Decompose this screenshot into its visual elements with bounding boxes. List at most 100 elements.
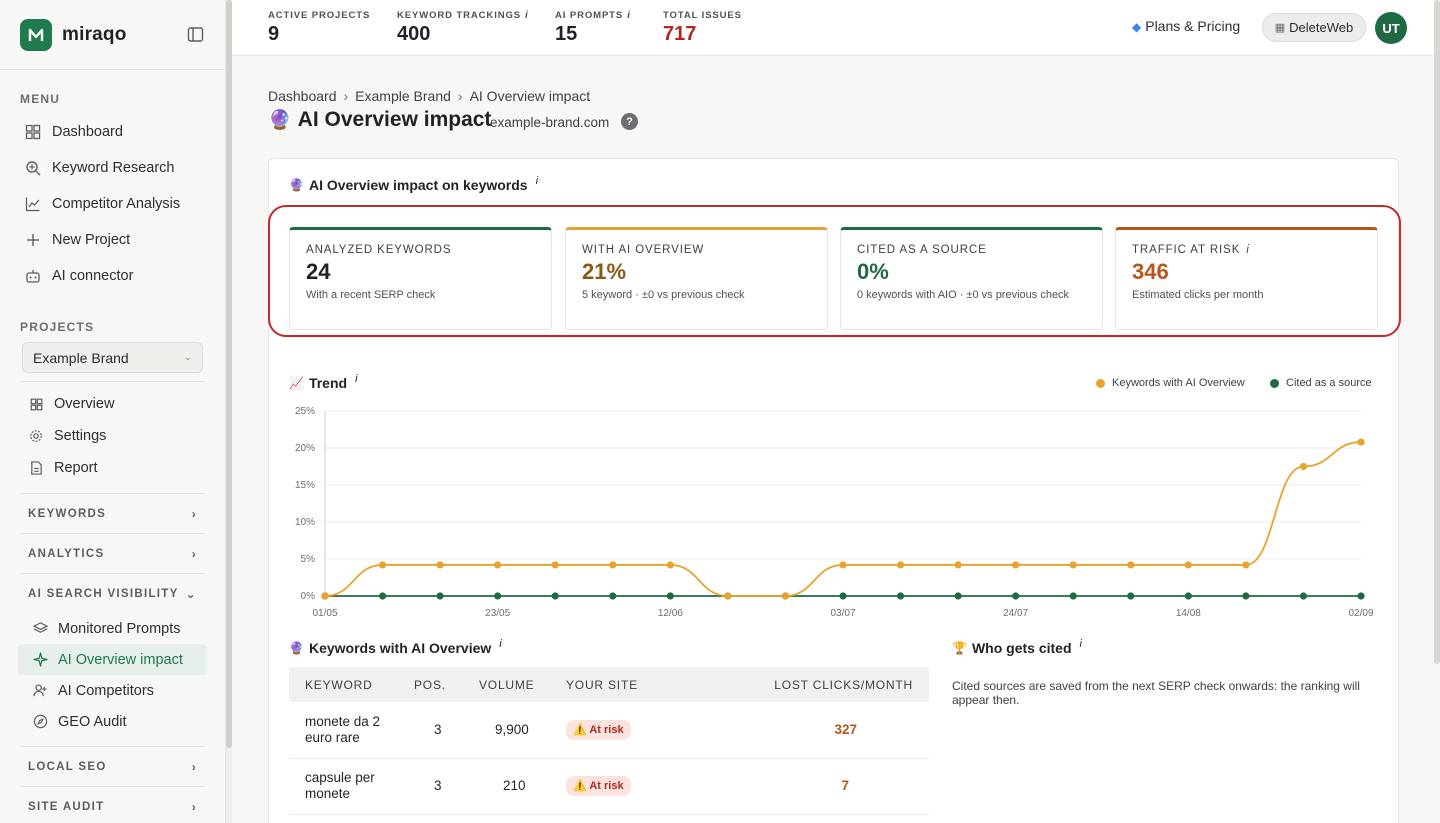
data-point: [896, 561, 905, 569]
group-label: KEYWORDS: [28, 507, 107, 520]
data-point: [781, 592, 790, 600]
nav-report[interactable]: Report: [0, 452, 225, 484]
trend-title: 📈 Trend i: [289, 373, 358, 391]
nav-new-project[interactable]: New Project: [0, 222, 225, 258]
info-icon[interactable]: i: [627, 10, 631, 21]
data-point: [378, 592, 387, 600]
data-point: [1069, 561, 1077, 569]
trend-chart: 0% 5% 10% 15% 20% 25% 01/05 23/05 12/06 03/07 24/0…: [295, 406, 1374, 619]
data-point: [436, 592, 444, 600]
page-scrollbar-thumb[interactable]: [1434, 0, 1440, 664]
scrollbar-thumb[interactable]: [226, 0, 232, 748]
column-header[interactable]: POS.: [414, 667, 479, 702]
column-header[interactable]: YOUR SITE: [566, 667, 716, 702]
column-header[interactable]: LOST CLICKS/MONTH: [716, 667, 929, 702]
sidebar-scrollbar[interactable]: [226, 0, 232, 823]
group-local-seo[interactable]: LOCAL SEO ›: [20, 746, 205, 786]
nav-keyword-research[interactable]: Keyword Research: [0, 150, 225, 186]
info-icon[interactable]: i: [499, 638, 502, 650]
data-point: [839, 561, 847, 569]
help-icon[interactable]: ?: [621, 113, 638, 130]
y-tick-label: 25%: [295, 406, 315, 417]
kpi-value: 0%: [857, 259, 889, 284]
nav-overview[interactable]: Overview: [0, 388, 225, 420]
volume-cell: 9,900: [479, 702, 566, 759]
kpi-value: 346: [1132, 259, 1169, 284]
keyword-cell: capsule per monete: [289, 758, 414, 815]
data-point: [954, 592, 962, 600]
group-ai-search-visibility[interactable]: AI SEARCH VISIBILITY ⌄: [20, 573, 205, 613]
info-icon[interactable]: i: [535, 175, 539, 187]
nav-label: AI Competitors: [58, 682, 154, 699]
nav-label: AI Overview impact: [58, 651, 183, 668]
grid-icon: [24, 123, 42, 141]
column-header[interactable]: KEYWORD: [289, 667, 414, 702]
nav-ai-overview-impact[interactable]: AI Overview impact: [18, 644, 207, 675]
kpi-subtext: 5 keyword · ±0 vs previous check: [582, 289, 745, 301]
group-keywords[interactable]: KEYWORDS ›: [20, 493, 205, 533]
nav-monitored-prompts[interactable]: Monitored Prompts: [0, 613, 225, 644]
data-point: [724, 592, 732, 600]
nav-dashboard[interactable]: Dashboard: [0, 114, 225, 150]
info-icon[interactable]: i: [1246, 244, 1250, 256]
data-point: [896, 592, 905, 600]
nav-label: New Project: [52, 232, 131, 248]
plans-pricing-link[interactable]: ◆ Plans & Pricing: [1132, 18, 1240, 34]
sidebar-toggle-icon[interactable]: [185, 25, 205, 45]
data-point: [609, 592, 617, 600]
table-row[interactable]: capsule per monete 3 210 ⚠️ At risk 7: [289, 758, 929, 815]
trophy-icon: 🏆: [952, 641, 967, 655]
nav-label: Settings: [54, 428, 107, 444]
page-title: 🔮 AI Overview impact: [268, 108, 491, 132]
kpi-highlight-outline: [268, 205, 1401, 337]
group-analytics[interactable]: ANALYTICS ›: [20, 533, 205, 573]
legend-item-ai-overview[interactable]: Keywords with AI Overview: [1096, 377, 1245, 389]
data-point: [609, 561, 617, 569]
info-icon[interactable]: i: [1079, 638, 1082, 650]
kpi-label: WITH AI OVERVIEW: [582, 244, 705, 256]
chevron-right-icon: ›: [191, 799, 197, 814]
y-tick-label: 15%: [295, 480, 315, 491]
kpi-label: TRAFFIC AT RISK i: [1132, 244, 1250, 256]
breadcrumb-separator: ›: [343, 88, 349, 104]
data-point: [494, 592, 502, 600]
breadcrumb-current: AI Overview impact: [469, 88, 591, 104]
impact-title: 🔮 AI Overview impact on keywords i: [289, 175, 539, 193]
nav-ai-connector[interactable]: AI connector: [0, 258, 225, 294]
nav-label: Report: [54, 460, 98, 476]
stat-value: 9: [268, 23, 280, 45]
info-icon[interactable]: i: [355, 373, 358, 385]
nav-ai-competitors[interactable]: AI Competitors: [0, 675, 225, 706]
data-point: [1299, 592, 1308, 600]
nav-competitor-analysis[interactable]: Competitor Analysis: [0, 186, 225, 222]
data-point: [1012, 561, 1020, 569]
info-icon[interactable]: i: [525, 10, 529, 21]
kpi-value: 24: [306, 259, 331, 284]
group-label: ANALYTICS: [28, 547, 105, 560]
table-row[interactable]: monete da 2 euro rare 3 9,900 ⚠️ At risk…: [289, 702, 929, 759]
avatar[interactable]: UT: [1375, 12, 1407, 44]
breadcrumb-dashboard[interactable]: Dashboard: [268, 88, 337, 104]
group-site-audit[interactable]: SITE AUDIT ›: [20, 786, 205, 823]
nav-geo-audit[interactable]: GEO Audit: [0, 706, 225, 737]
data-point: [1184, 561, 1192, 569]
keywords-table-title: 🔮 Keywords with AI Overview i: [289, 638, 502, 656]
kpi-subtext: 0 keywords with AIO · ±0 vs previous che…: [857, 289, 1070, 301]
nav-label: AI connector: [52, 268, 134, 284]
breadcrumb-separator: ›: [457, 88, 463, 104]
logo-icon[interactable]: [20, 18, 52, 51]
site-switcher-button[interactable]: ▦ DeleteWeb: [1262, 13, 1366, 42]
data-point: [1357, 592, 1365, 600]
stat-label: TOTAL ISSUES: [663, 10, 742, 21]
site-label: DeleteWeb: [1289, 20, 1354, 35]
project-select[interactable]: Example Brand ⌄: [22, 342, 203, 373]
legend-swatch: [1270, 378, 1279, 388]
data-point: [954, 561, 962, 569]
stat-total-issues[interactable]: TOTAL ISSUES 717: [663, 10, 742, 46]
breadcrumb-project[interactable]: Example Brand: [355, 88, 451, 104]
legend-item-cited[interactable]: Cited as a source: [1270, 377, 1372, 389]
column-header[interactable]: VOLUME: [479, 667, 566, 702]
stat-value: 400: [397, 23, 431, 45]
chevron-right-icon: ›: [191, 546, 197, 561]
nav-settings[interactable]: Settings: [0, 420, 225, 452]
